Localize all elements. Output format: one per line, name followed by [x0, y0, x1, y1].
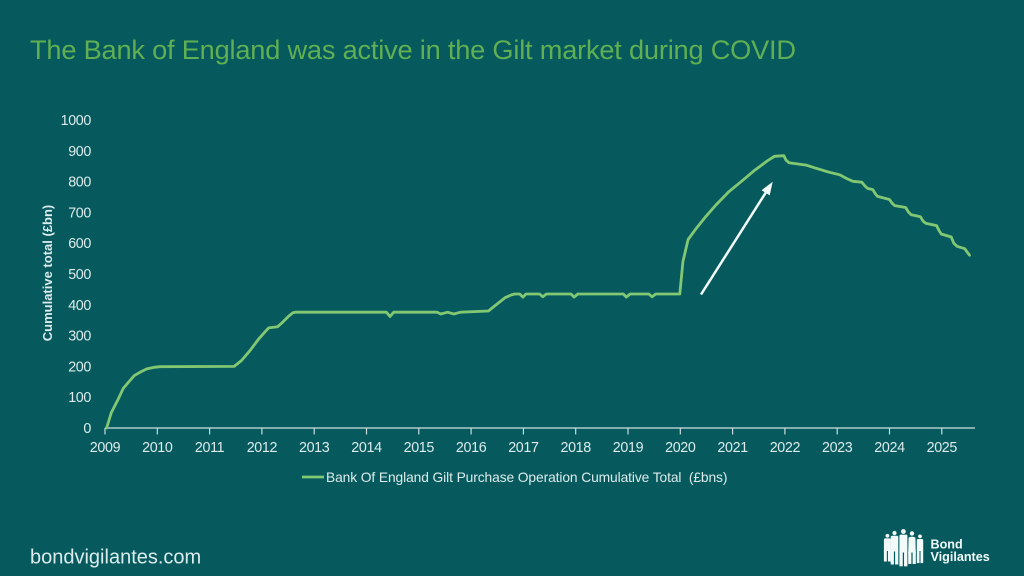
- svg-text:Bank Of England Gilt Purchase: Bank Of England Gilt Purchase Operation …: [326, 470, 727, 485]
- svg-text:1000: 1000: [61, 113, 92, 129]
- svg-text:2016: 2016: [456, 440, 487, 456]
- svg-text:800: 800: [68, 175, 91, 191]
- svg-text:The Bank of England was active: The Bank of England was active in the Gi…: [30, 34, 796, 65]
- svg-text:2017: 2017: [508, 440, 539, 456]
- svg-text:700: 700: [68, 205, 91, 221]
- svg-text:2009: 2009: [90, 440, 121, 456]
- svg-text:2012: 2012: [247, 440, 278, 456]
- svg-text:2024: 2024: [874, 440, 905, 456]
- svg-text:2011: 2011: [195, 440, 225, 456]
- svg-text:100: 100: [68, 390, 91, 406]
- svg-text:2010: 2010: [142, 440, 173, 456]
- svg-text:2013: 2013: [299, 440, 330, 456]
- svg-text:2021: 2021: [717, 440, 748, 456]
- svg-text:2022: 2022: [770, 440, 801, 456]
- svg-text:2025: 2025: [927, 440, 958, 456]
- svg-text:600: 600: [68, 236, 91, 252]
- svg-text:2014: 2014: [351, 440, 382, 456]
- svg-text:Vigilantes: Vigilantes: [931, 550, 990, 564]
- svg-text:Bond: Bond: [931, 538, 963, 552]
- svg-text:bondvigilantes.com: bondvigilantes.com: [30, 547, 201, 569]
- svg-text:2019: 2019: [613, 440, 644, 456]
- svg-text:2020: 2020: [665, 440, 696, 456]
- svg-text:900: 900: [68, 144, 91, 160]
- svg-text:300: 300: [68, 329, 91, 345]
- svg-text:Cumulative total (£bn): Cumulative total (£bn): [40, 205, 55, 342]
- svg-text:0: 0: [83, 421, 91, 437]
- svg-text:2023: 2023: [822, 440, 853, 456]
- svg-text:2015: 2015: [404, 440, 435, 456]
- svg-text:400: 400: [68, 298, 91, 314]
- svg-text:500: 500: [68, 267, 91, 283]
- svg-text:200: 200: [68, 359, 91, 375]
- svg-text:2018: 2018: [560, 440, 591, 456]
